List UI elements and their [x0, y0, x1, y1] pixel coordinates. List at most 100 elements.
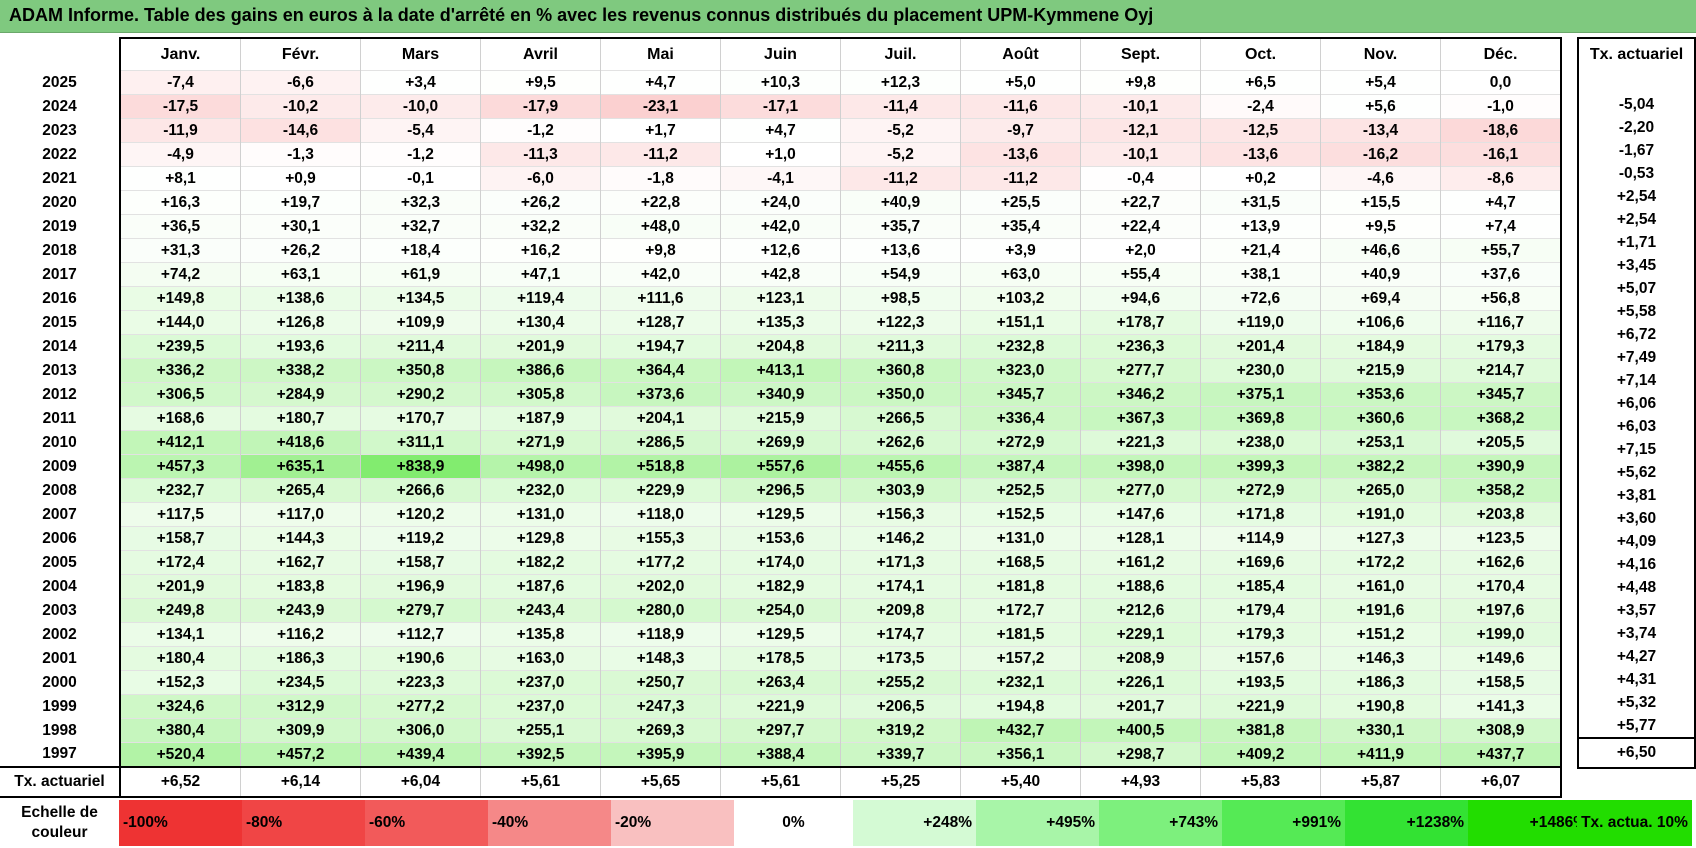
- value-cell: +232,7: [119, 478, 241, 503]
- color-scale-swatch: +1486%: [1468, 800, 1591, 846]
- footer-rate-cell: +5,25: [840, 766, 961, 798]
- value-cell: +118,0: [600, 502, 721, 527]
- value-cell: +158,7: [360, 550, 481, 575]
- value-cell: -17,5: [119, 94, 241, 119]
- month-header: Janv.: [119, 37, 241, 71]
- value-cell: +336,2: [119, 358, 241, 383]
- rate-cell: +5,32: [1577, 691, 1696, 714]
- value-cell: +308,9: [1440, 718, 1562, 743]
- value-cell: +838,9: [360, 454, 481, 479]
- rate-cell: +4,09: [1577, 530, 1696, 553]
- value-cell: +360,6: [1320, 406, 1441, 431]
- rate-cell: +4,48: [1577, 576, 1696, 599]
- value-cell: +46,6: [1320, 238, 1441, 263]
- value-cell: +116,7: [1440, 310, 1562, 335]
- value-cell: +635,1: [240, 454, 361, 479]
- value-cell: +498,0: [480, 454, 601, 479]
- value-cell: +312,9: [240, 694, 361, 719]
- value-cell: -1,2: [360, 142, 481, 167]
- value-cell: +156,3: [840, 502, 961, 527]
- value-cell: +432,7: [960, 718, 1081, 743]
- value-cell: +40,9: [840, 190, 961, 215]
- value-cell: +279,7: [360, 598, 481, 623]
- value-cell: +395,9: [600, 742, 721, 767]
- value-cell: +311,1: [360, 430, 481, 455]
- value-cell: +42,8: [720, 262, 841, 287]
- value-cell: +163,0: [480, 646, 601, 671]
- value-cell: +2,0: [1080, 238, 1201, 263]
- value-cell: +118,9: [600, 622, 721, 647]
- value-cell: +298,7: [1080, 742, 1201, 767]
- value-cell: +204,1: [600, 406, 721, 431]
- footer-rate-cell: +5,61: [720, 766, 841, 798]
- value-cell: +269,9: [720, 430, 841, 455]
- value-cell: +199,0: [1440, 622, 1562, 647]
- value-cell: +375,1: [1200, 382, 1321, 407]
- value-cell: +135,8: [480, 622, 601, 647]
- rate-cell: +4,31: [1577, 668, 1696, 691]
- month-header: Août: [960, 37, 1081, 71]
- month-header: Mars: [360, 37, 481, 71]
- rate-cell: -1,67: [1577, 139, 1696, 162]
- value-cell: +221,9: [1200, 694, 1321, 719]
- value-cell: +296,5: [720, 478, 841, 503]
- value-cell: +182,9: [720, 574, 841, 599]
- value-cell: +201,9: [119, 574, 241, 599]
- value-cell: +252,5: [960, 478, 1081, 503]
- table-row: 2023 -11,9 -14,6 -5,4 -1,2 +1,7 +4,7 -5,2 -9,7 -1…: [0, 118, 1562, 143]
- value-cell: +168,5: [960, 550, 1081, 575]
- table-row: 2003 +249,8 +243,9 +279,7 +243,4 +280,0 +254,0…: [0, 598, 1562, 623]
- value-cell: +178,7: [1080, 310, 1201, 335]
- value-cell: +418,6: [240, 430, 361, 455]
- value-cell: +47,1: [480, 262, 601, 287]
- value-cell: +106,6: [1320, 310, 1441, 335]
- value-cell: +123,1: [720, 286, 841, 311]
- color-scale-swatch: 0%: [734, 800, 853, 846]
- value-cell: +181,8: [960, 574, 1081, 599]
- value-cell: -7,4: [119, 70, 241, 95]
- value-cell: +155,3: [600, 526, 721, 551]
- value-cell: +277,2: [360, 694, 481, 719]
- value-cell: +364,4: [600, 358, 721, 383]
- value-cell: -16,1: [1440, 142, 1562, 167]
- value-cell: +0,2: [1200, 166, 1321, 191]
- value-cell: +25,5: [960, 190, 1081, 215]
- value-cell: +172,7: [960, 598, 1081, 623]
- value-cell: +152,5: [960, 502, 1081, 527]
- value-cell: +12,3: [840, 70, 961, 95]
- value-cell: +390,9: [1440, 454, 1562, 479]
- value-cell: +168,6: [119, 406, 241, 431]
- value-cell: +232,1: [960, 670, 1081, 695]
- value-cell: +409,2: [1200, 742, 1321, 767]
- value-cell: +185,4: [1200, 574, 1321, 599]
- value-cell: +32,2: [480, 214, 601, 239]
- value-cell: +211,4: [360, 334, 481, 359]
- value-cell: +223,3: [360, 670, 481, 695]
- value-cell: +170,7: [360, 406, 481, 431]
- color-scale-swatch: +1238%: [1345, 800, 1468, 846]
- value-cell: +194,7: [600, 334, 721, 359]
- value-cell: +214,7: [1440, 358, 1562, 383]
- value-cell: +272,9: [1200, 478, 1321, 503]
- footer-rate-cell: +4,93: [1080, 766, 1201, 798]
- value-cell: +32,3: [360, 190, 481, 215]
- table-row: 2009 +457,3 +635,1 +838,9 +498,0 +518,8 +557,6…: [0, 454, 1562, 479]
- value-cell: +306,0: [360, 718, 481, 743]
- value-cell: +232,8: [960, 334, 1081, 359]
- value-cell: -23,1: [600, 94, 721, 119]
- value-cell: +31,3: [119, 238, 241, 263]
- color-scale-swatch: -80%: [242, 800, 365, 846]
- rate-cell: +7,15: [1577, 438, 1696, 461]
- value-cell: -13,6: [960, 142, 1081, 167]
- value-cell: +30,1: [240, 214, 361, 239]
- table-row: 2019 +36,5 +30,1 +32,7 +32,2 +48,0 +42,0 +35,7 +…: [0, 214, 1562, 239]
- value-cell: +266,6: [360, 478, 481, 503]
- value-cell: +186,3: [1320, 670, 1441, 695]
- year-label: 2000: [42, 673, 77, 691]
- value-cell: +147,6: [1080, 502, 1201, 527]
- year-label: 2012: [42, 385, 77, 403]
- value-cell: +56,8: [1440, 286, 1562, 311]
- value-cell: +381,8: [1200, 718, 1321, 743]
- table-row: 2015 +144,0 +126,8 +109,9 +130,4 +128,7 +135,3…: [0, 310, 1562, 335]
- value-cell: +265,0: [1320, 478, 1441, 503]
